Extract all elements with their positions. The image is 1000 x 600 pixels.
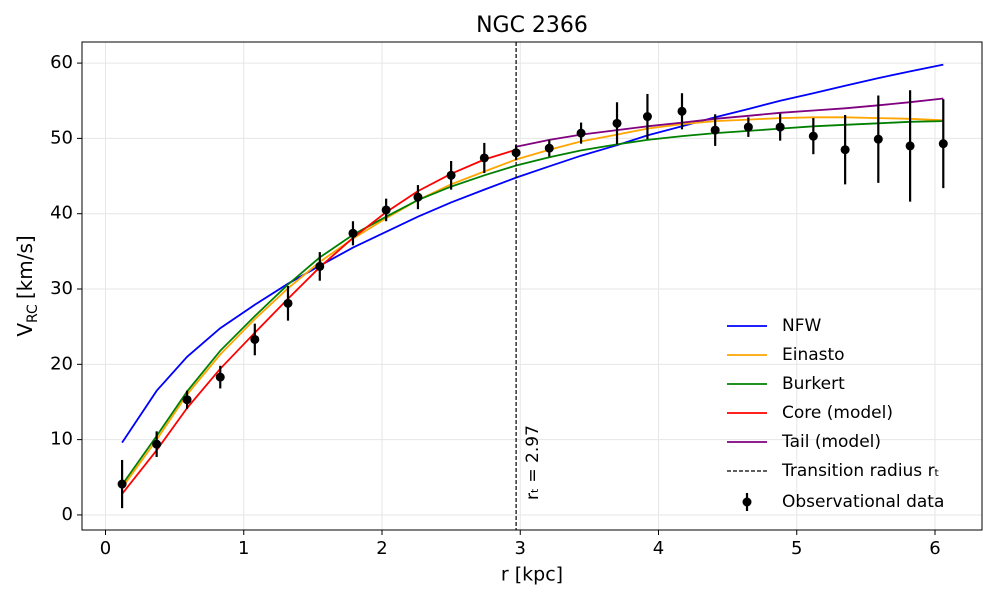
data-point — [446, 170, 456, 180]
data-point — [710, 125, 720, 135]
y-tick-label: 20 — [50, 353, 73, 374]
data-point — [938, 139, 948, 149]
legend-label: Einasto — [782, 345, 845, 365]
legend-label: Observational data — [782, 492, 944, 512]
y-tick-label: 10 — [50, 429, 73, 450]
y-tick-label: 30 — [50, 278, 73, 299]
x-tick-label: 3 — [515, 538, 526, 559]
data-point — [413, 192, 423, 202]
x-tick-label: 0 — [100, 538, 111, 559]
data-point — [677, 106, 687, 116]
plot-frame — [81, 41, 983, 531]
y-tick-label: 40 — [50, 203, 73, 224]
data-point — [381, 205, 391, 215]
data-point — [808, 131, 818, 141]
legend-label: Core (model) — [782, 403, 893, 423]
data-point — [479, 153, 489, 163]
chart-title: NGC 2366 — [476, 13, 588, 38]
data-point — [905, 141, 915, 151]
data-point — [182, 395, 192, 405]
data-point — [873, 134, 883, 144]
legend-label: Burkert — [782, 374, 845, 394]
legend-label: Tail (model) — [781, 432, 881, 452]
data-point — [117, 479, 127, 489]
series-line — [121, 63, 944, 444]
x-axis-label: r [kpc] — [501, 564, 563, 586]
y-tick-label: 0 — [62, 504, 73, 525]
series-line — [121, 148, 517, 495]
x-tick-label: 6 — [929, 538, 940, 559]
transition-label: rₜ = 2.97 — [523, 425, 543, 500]
y-tick-label: 60 — [50, 52, 73, 73]
data-point — [775, 122, 785, 132]
data-point — [152, 439, 162, 449]
data-point — [743, 122, 753, 132]
x-tick-label: 5 — [791, 538, 802, 559]
x-tick-label: 2 — [376, 538, 387, 559]
data-point — [612, 118, 622, 128]
data-point — [215, 372, 225, 382]
series-line — [121, 120, 944, 486]
series-line — [121, 116, 944, 489]
y-axis-unit: [km/s] — [13, 235, 37, 299]
data-point — [511, 148, 521, 158]
y-axis-symbol: V — [13, 323, 37, 337]
legend-label: NFW — [782, 316, 821, 336]
y-axis-label: VRC [km/s] — [13, 235, 41, 336]
data-point — [544, 143, 554, 153]
data-point — [348, 228, 358, 238]
data-point — [642, 112, 652, 122]
y-tick-label: 50 — [50, 127, 73, 148]
x-tick-label: 1 — [238, 538, 249, 559]
data-point — [315, 261, 325, 271]
data-point — [840, 145, 850, 155]
data-point — [576, 128, 586, 138]
data-point — [283, 298, 293, 308]
legend-swatch — [742, 497, 752, 507]
data-point — [250, 334, 260, 344]
legend-label: Transition radius rₜ — [781, 461, 940, 481]
y-axis-subscript: RC — [25, 304, 41, 323]
series-line — [515, 97, 944, 148]
x-tick-label: 4 — [653, 538, 664, 559]
